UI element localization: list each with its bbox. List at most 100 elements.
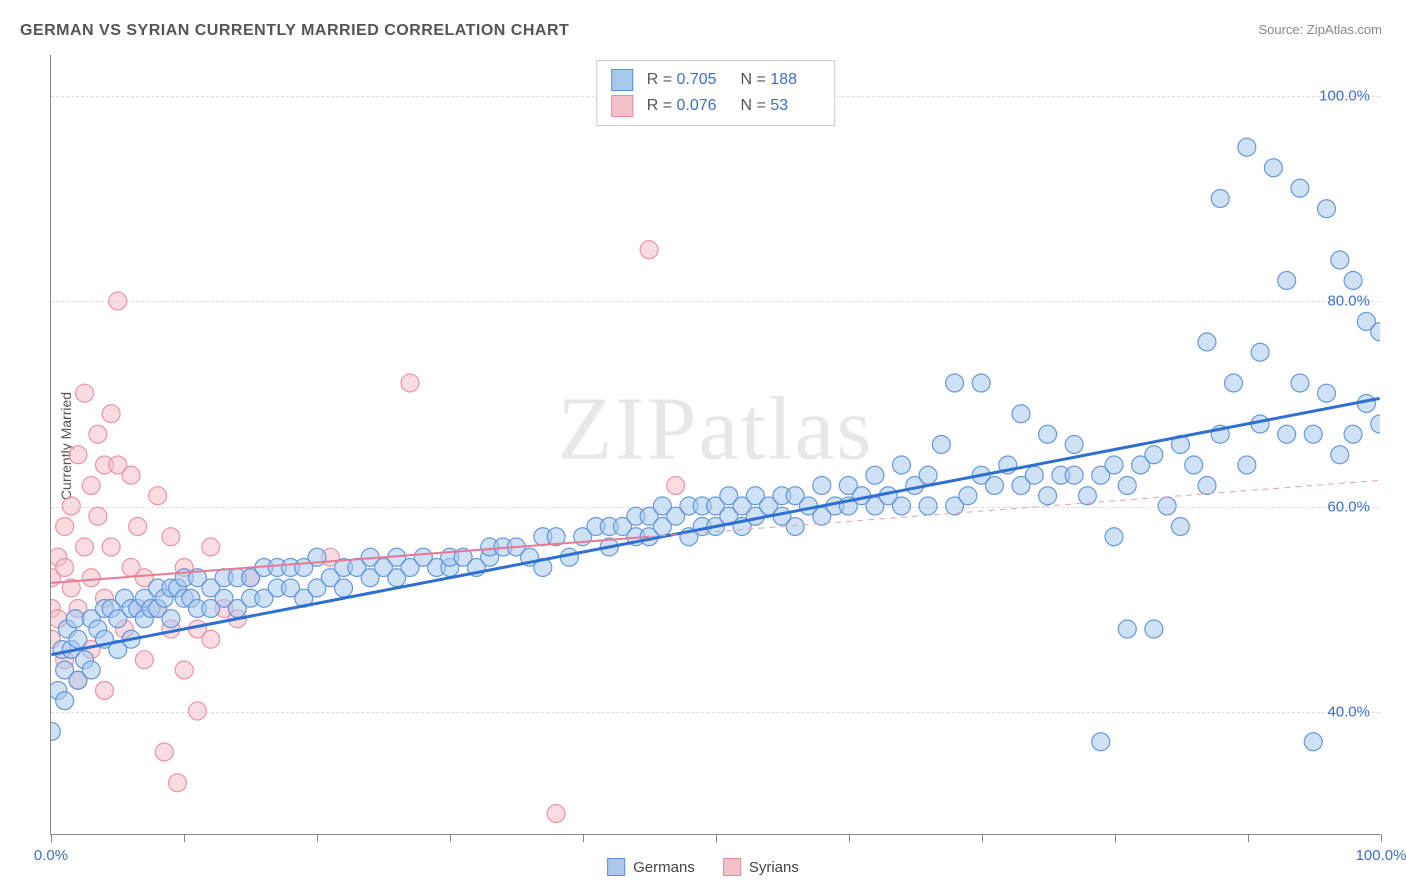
legend-row-syrians: R = 0.076 N = 53 [611, 93, 821, 119]
data-point [202, 538, 220, 556]
data-point [335, 579, 353, 597]
data-point [1238, 456, 1256, 474]
n-value-germans: 188 [770, 71, 820, 89]
correlation-legend: R = 0.705 N = 188 R = 0.076 N = 53 [596, 60, 836, 126]
data-point [1225, 374, 1243, 392]
data-point [919, 497, 937, 515]
data-point [1039, 487, 1057, 505]
data-point [401, 374, 419, 392]
data-point [1291, 179, 1309, 197]
data-point [932, 436, 950, 454]
data-point [1278, 425, 1296, 443]
data-point [62, 497, 80, 515]
data-point [1039, 425, 1057, 443]
data-point [1371, 415, 1380, 433]
data-point [1278, 272, 1296, 290]
data-point [89, 507, 107, 525]
data-point [162, 528, 180, 546]
data-point [66, 610, 84, 628]
legend-item-germans: Germans [607, 858, 695, 876]
data-point [162, 610, 180, 628]
data-point [1198, 477, 1216, 495]
legend-row-germans: R = 0.705 N = 188 [611, 67, 821, 93]
data-point [1331, 251, 1349, 269]
data-point [1065, 466, 1083, 484]
data-point [76, 538, 94, 556]
data-point [972, 374, 990, 392]
legend-swatch-germans [611, 69, 633, 91]
data-point [1171, 518, 1189, 536]
r-value-syrians: 0.076 [677, 97, 727, 115]
data-point [1344, 425, 1362, 443]
data-point [155, 743, 173, 761]
data-point [102, 538, 120, 556]
data-point [202, 630, 220, 648]
scatter-svg [51, 55, 1380, 834]
data-point [1105, 456, 1123, 474]
plot-area: ZIPatlas R = 0.705 N = 188 R = 0.076 N =… [50, 55, 1380, 835]
data-point [102, 405, 120, 423]
data-point [82, 477, 100, 495]
data-point [1251, 343, 1269, 361]
data-point [813, 477, 831, 495]
data-point [169, 774, 187, 792]
data-point [69, 446, 87, 464]
data-point [56, 692, 74, 710]
legend-label-syrians: Syrians [749, 859, 799, 876]
legend-swatch-syrians-bottom [723, 858, 741, 876]
data-point [1344, 272, 1362, 290]
data-point [1318, 384, 1336, 402]
legend-item-syrians: Syrians [723, 858, 799, 876]
data-point [69, 630, 87, 648]
data-point [1012, 405, 1030, 423]
data-point [1118, 620, 1136, 638]
data-point [892, 497, 910, 515]
data-point [1304, 733, 1322, 751]
series-legend: Germans Syrians [607, 858, 799, 876]
data-point [135, 651, 153, 669]
data-point [985, 477, 1003, 495]
legend-swatch-syrians [611, 95, 633, 117]
data-point [1145, 620, 1163, 638]
legend-label-germans: Germans [633, 859, 695, 876]
data-point [89, 425, 107, 443]
x-tick-label: 0.0% [34, 847, 68, 864]
data-point [1264, 159, 1282, 177]
data-point [1331, 446, 1349, 464]
source-attribution: Source: ZipAtlas.com [1258, 22, 1382, 37]
data-point [1092, 733, 1110, 751]
data-point [1211, 190, 1229, 208]
legend-swatch-germans-bottom [607, 858, 625, 876]
data-point [1065, 436, 1083, 454]
data-point [547, 805, 565, 823]
data-point [76, 384, 94, 402]
data-point [175, 661, 193, 679]
source-label: Source: [1258, 22, 1306, 37]
data-point [95, 682, 113, 700]
x-tick-label: 100.0% [1356, 847, 1406, 864]
data-point [82, 569, 100, 587]
data-point [1145, 446, 1163, 464]
chart-container: GERMAN VS SYRIAN CURRENTLY MARRIED CORRE… [0, 0, 1406, 892]
data-point [1185, 456, 1203, 474]
data-point [1118, 477, 1136, 495]
data-point [1238, 138, 1256, 156]
data-point [946, 374, 964, 392]
data-point [1291, 374, 1309, 392]
data-point [1078, 487, 1096, 505]
data-point [1304, 425, 1322, 443]
source-name: ZipAtlas.com [1307, 22, 1382, 37]
data-point [959, 487, 977, 505]
data-point [1025, 466, 1043, 484]
data-point [109, 292, 127, 310]
chart-title: GERMAN VS SYRIAN CURRENTLY MARRIED CORRE… [20, 22, 569, 40]
data-point [1198, 333, 1216, 351]
data-point [82, 661, 100, 679]
data-point [56, 518, 74, 536]
data-point [1158, 497, 1176, 515]
data-point [129, 518, 147, 536]
data-point [56, 559, 74, 577]
data-point [667, 477, 685, 495]
n-value-syrians: 53 [770, 97, 820, 115]
data-point [892, 456, 910, 474]
